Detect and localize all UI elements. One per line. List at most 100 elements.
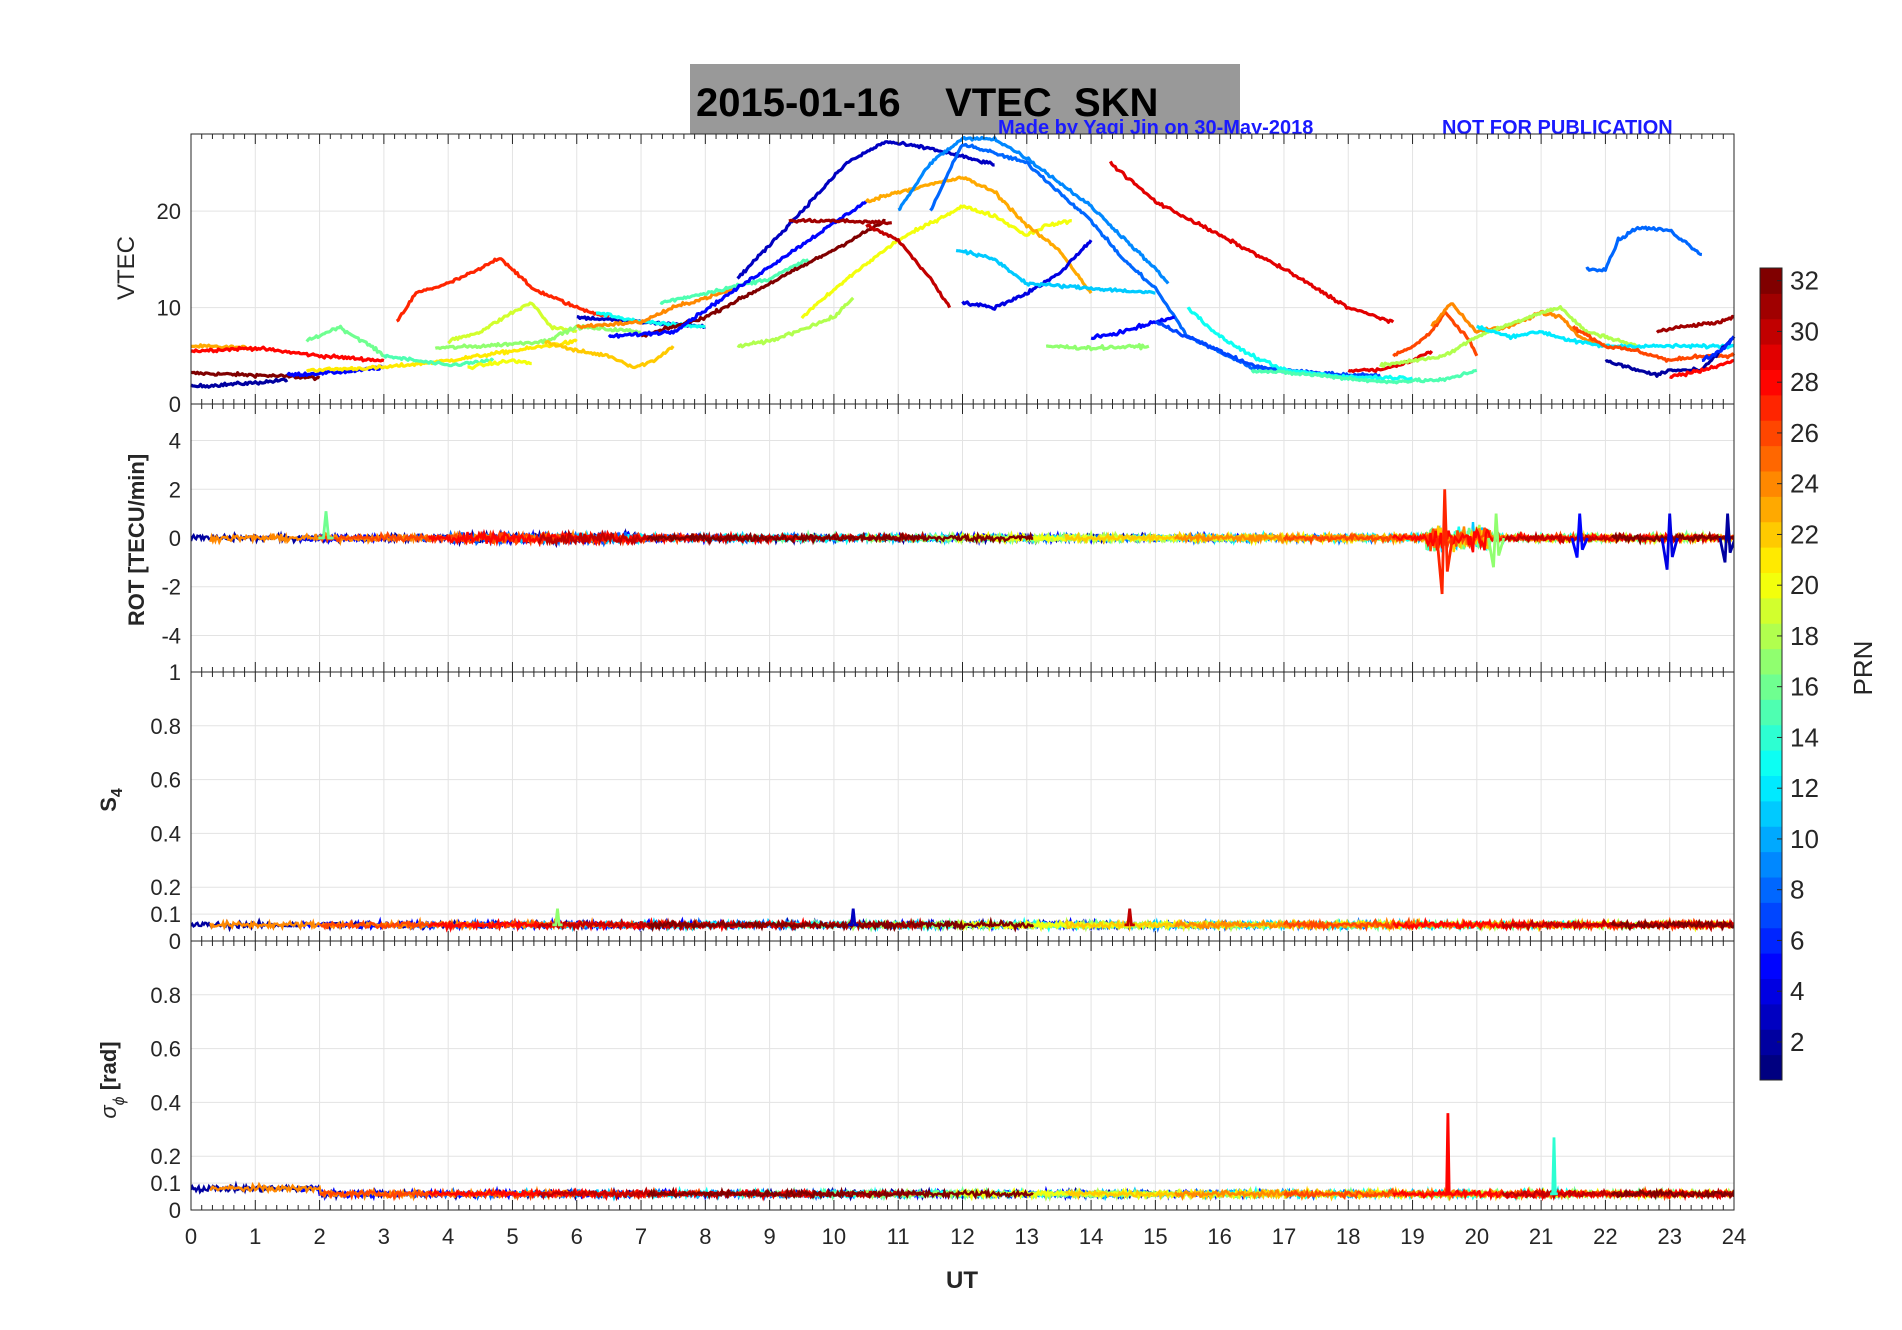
vtec-series-prn-29 — [1347, 350, 1434, 374]
colorbar-swatch — [1760, 775, 1782, 802]
svg-text:S4: S4 — [96, 788, 126, 812]
trace-prn-32 — [646, 916, 1035, 933]
trace-prn-32 — [646, 531, 1034, 547]
colorbar-tick-label: 26 — [1790, 418, 1819, 448]
vtec-series-prn-8 — [1585, 225, 1703, 273]
vtec-series-prn-2 — [1604, 335, 1736, 378]
y-tick-label: 0.4 — [150, 1090, 181, 1115]
colorbar-tick-label: 16 — [1790, 672, 1819, 702]
vtec-series-prn-18 — [736, 296, 855, 349]
vtec-series-prn-13 — [595, 311, 706, 329]
y-tick-label: 0 — [169, 392, 181, 417]
colorbar-swatch — [1760, 445, 1782, 472]
vtec-series-prn-22 — [544, 339, 675, 370]
y-tick-label: 20 — [157, 199, 181, 224]
x-tick-label: 3 — [378, 1224, 390, 1249]
sigma-phi-panel: 00.10.20.40.60.80 1 2 3 4 5 6 7 8 9 10 11 12 13 14 15 16… — [150, 940, 1746, 1249]
colorbar-tick-label: 24 — [1790, 469, 1819, 499]
x-tick-label: 10 — [822, 1224, 846, 1249]
figure-title: 2015-01-16 VTEC SKN — [696, 81, 1158, 125]
vtec-series-prn-32 — [190, 370, 321, 382]
title-background — [690, 64, 1240, 134]
vtec-series-prn-26 — [1392, 310, 1479, 358]
vtec-series-prn-23 — [191, 343, 257, 352]
vtec-series-prn-24 — [575, 286, 738, 330]
x-tick-label: 9 — [764, 1224, 776, 1249]
y-tick-label: -4 — [161, 623, 181, 648]
y-tick-label: 1 — [169, 660, 181, 685]
vtec-series-prn-28 — [190, 345, 385, 363]
x-tick-label: 4 — [442, 1224, 454, 1249]
y-tick-label: -2 — [161, 575, 181, 600]
vtec-series-prn-5 — [607, 200, 868, 339]
colorbar-swatch — [1760, 927, 1782, 954]
y-tick-label: 0 — [169, 1198, 181, 1223]
x-tick-label: 12 — [950, 1224, 974, 1249]
vtec-series-prn-9 — [897, 135, 1170, 285]
feature-spike — [552, 908, 563, 927]
x-tick-label: 7 — [635, 1224, 647, 1249]
colorbar-swatch — [1760, 750, 1782, 776]
svg-text:σϕ [rad]: σϕ [rad] — [96, 1041, 128, 1118]
colorbar-tick-label: 22 — [1790, 519, 1819, 549]
colorbar-tick-label: 20 — [1790, 570, 1819, 600]
feature-spike — [1718, 513, 1734, 563]
vtec-series-prn-23 — [864, 175, 1093, 294]
vtec-series-prn-28 — [1669, 359, 1735, 379]
colorbar-swatch — [1760, 597, 1782, 624]
vtec-series-prn-18 — [1378, 305, 1638, 368]
vtec-series-prn-15 — [1250, 368, 1478, 385]
vtec-series-prn-31 — [1655, 314, 1735, 334]
vtec-series-prn-31 — [788, 217, 892, 226]
y-tick-label: 0.4 — [150, 821, 181, 846]
colorbar-swatch — [1760, 394, 1782, 421]
vtec-series-prn-27 — [395, 257, 610, 323]
rot-panel: -4 -2 0 2 4 — [161, 403, 1735, 673]
y-tick-label: 0.8 — [150, 983, 181, 1008]
vtec-series-prn-20 — [467, 358, 532, 371]
vtec-series-prn-29 — [1108, 160, 1395, 324]
vtec-series-prn-21 — [305, 338, 578, 373]
colorbar-swatch — [1760, 1003, 1782, 1030]
colorbar-label: PRN — [1848, 641, 1878, 696]
y-tick-label: 0.8 — [150, 714, 181, 739]
vtec-series-prn-5 — [1090, 315, 1175, 341]
s4-panel: 00.10.2 0.4 0.6 0.8 1 — [150, 660, 1735, 954]
colorbar-swatch — [1760, 724, 1782, 751]
y-tick-label: 0.1 — [150, 1171, 181, 1196]
colorbar-swatch — [1760, 471, 1782, 497]
colorbar-swatch — [1760, 648, 1782, 675]
colorbar-swatch — [1760, 851, 1782, 878]
y-tick-label: 4 — [169, 429, 181, 454]
vtec-series-prn-17 — [1045, 343, 1150, 352]
vtec-series-prn-24 — [1430, 302, 1607, 348]
vtec-series-prn-11 — [955, 248, 1156, 295]
colorbar-tick-label: 8 — [1790, 875, 1804, 905]
colorbar-swatch — [1760, 826, 1782, 853]
x-tick-label: 18 — [1336, 1224, 1360, 1249]
colorbar-swatch — [1760, 978, 1782, 1005]
x-tick-label: 19 — [1400, 1224, 1424, 1249]
x-tick-label: 1 — [249, 1224, 261, 1249]
y-tick-label: 10 — [157, 296, 181, 321]
trace-prn-32 — [1611, 530, 1734, 546]
y-tick-label: 0.1 — [150, 902, 181, 927]
feature-spike — [1487, 513, 1506, 568]
y-tick-label: 2 — [169, 477, 181, 502]
feature-spike — [1550, 1137, 1558, 1196]
colorbar-swatch — [1760, 699, 1782, 726]
colorbar-swatch — [1760, 800, 1782, 827]
sigma-phi-axis-label: σϕ [rad] — [96, 1041, 128, 1118]
feature-spike — [848, 908, 859, 927]
x-tick-label: 20 — [1465, 1224, 1489, 1249]
x-tick-label: 22 — [1593, 1224, 1617, 1249]
colorbar-swatch — [1760, 521, 1782, 548]
y-tick-label: 0.2 — [150, 1144, 181, 1169]
colorbar-tick-label: 30 — [1790, 316, 1819, 346]
vtec-series-prn-2 — [190, 377, 289, 389]
colorbar-tick-label: 6 — [1790, 925, 1804, 955]
y-tick-label: 0 — [169, 929, 181, 954]
colorbar-swatch — [1760, 344, 1782, 370]
